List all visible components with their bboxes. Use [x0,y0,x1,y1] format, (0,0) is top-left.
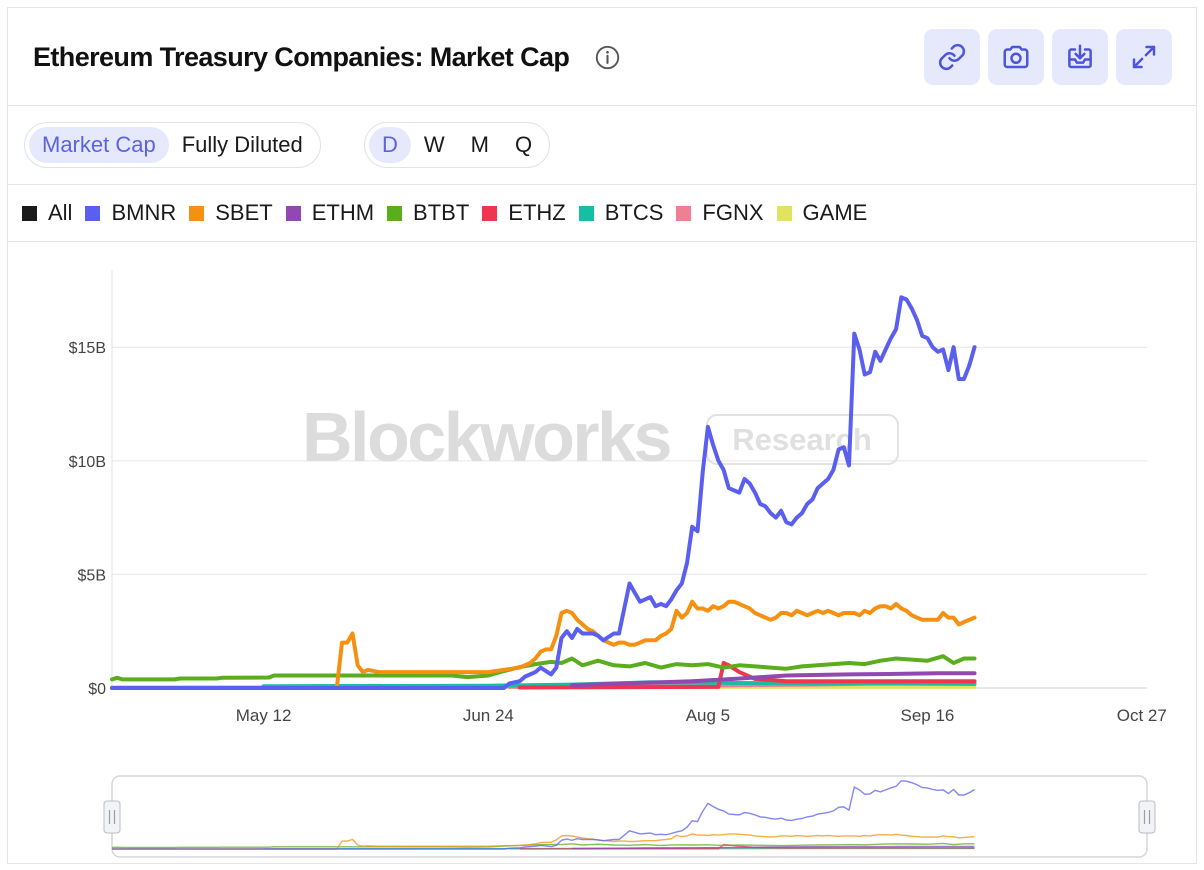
legend-label: All [48,200,73,225]
info-icon[interactable] [595,45,620,70]
legend-label: ETHM [311,200,375,225]
legend-swatch [578,205,594,221]
legend-swatch [387,205,403,221]
legend-item-bmnr[interactable]: BMNR [85,200,176,226]
legend-item-all[interactable]: All [22,200,72,226]
link-button[interactable] [924,29,980,85]
legend-label: BTBT [413,200,470,225]
legend-swatch [776,205,792,221]
legend-label: ETHZ [508,200,566,225]
interval-week-option[interactable]: W [423,132,445,157]
legend-label: GAME [802,200,868,225]
legend-item-ethz[interactable]: ETHZ [482,200,566,226]
legend-swatch [22,205,37,221]
legend-label: BMNR [111,200,177,225]
legend-label: BTCS [604,200,664,225]
link-icon [938,43,966,71]
legend-swatch [482,205,498,221]
legend-swatch [189,205,205,221]
download-icon [1068,44,1092,69]
chart-legend: All BMNR SBET ETHM BTBT ETHZ BTCS FGNX [8,184,1196,242]
chart-title: Ethereum Treasury Companies: Market Cap [33,42,570,72]
camera-icon [1003,45,1029,69]
legend-item-sbet[interactable]: SBET [189,200,273,226]
legend-swatch [285,205,301,221]
legend-item-fgnx[interactable]: FGNX [676,200,764,226]
chart-header: Ethereum Treasury Companies: Market Cap [8,8,1196,106]
legend-label: SBET [215,200,273,225]
screenshot-button[interactable] [988,29,1044,85]
legend-swatch [676,205,692,221]
expand-icon [1132,45,1156,69]
metric-toggle: Market Cap Fully Diluted [24,122,321,168]
legend-item-btcs[interactable]: BTCS [578,200,664,226]
interval-day-option[interactable]: D [369,127,411,163]
legend-label: FGNX [702,200,764,225]
legend-item-game[interactable]: GAME [776,200,868,226]
legend-swatch [85,205,101,221]
navigator-left-handle[interactable] [103,800,121,834]
interval-toggle: D W M Q [364,122,551,168]
fully-diluted-option[interactable]: Fully Diluted [181,132,303,157]
legend-item-ethm[interactable]: ETHM [285,200,375,226]
download-button[interactable] [1052,29,1108,85]
expand-button[interactable] [1116,29,1172,85]
chart-card: Ethereum Treasury Companies: Market Cap [7,7,1197,864]
market-cap-option[interactable]: Market Cap [29,127,169,163]
interval-quarter-option[interactable]: Q [514,132,533,157]
interval-month-option[interactable]: M [470,132,489,157]
navigator-right-handle[interactable] [1138,800,1156,834]
legend-item-btbt[interactable]: BTBT [387,200,469,226]
chart-controls: Market Cap Fully Diluted D W M Q [8,106,1196,184]
